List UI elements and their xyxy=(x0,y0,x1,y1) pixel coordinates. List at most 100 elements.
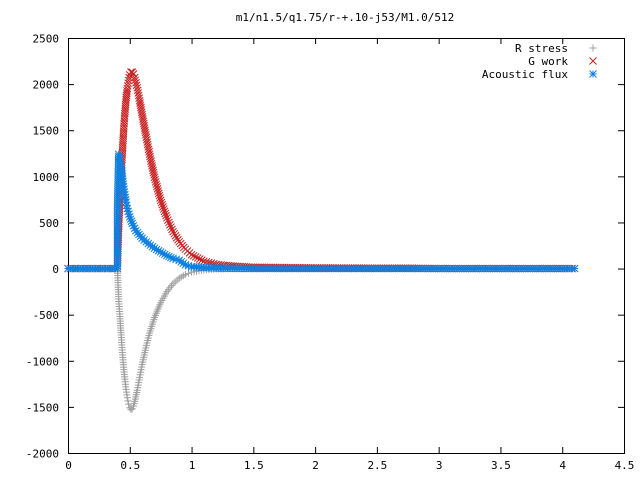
data-point xyxy=(166,220,174,229)
legend-label: R stress xyxy=(515,42,568,55)
data-point xyxy=(122,198,130,207)
x-tick-label: 3 xyxy=(436,459,443,472)
chart-title: m1/n1.5/q1.75/r-+.10-j53/M1.0/512 xyxy=(236,11,455,24)
series-r-stress xyxy=(64,265,579,414)
data-point xyxy=(171,231,180,240)
data-point xyxy=(152,245,161,254)
data-point xyxy=(149,168,158,177)
data-point xyxy=(143,140,152,149)
data-point xyxy=(147,157,155,165)
data-point xyxy=(149,166,157,175)
data-point xyxy=(148,164,157,172)
data-point xyxy=(161,209,170,218)
data-point xyxy=(147,159,156,168)
data-point xyxy=(167,223,175,231)
y-tick-label: 1000 xyxy=(33,171,60,184)
data-point xyxy=(127,406,135,414)
data-point xyxy=(131,76,140,85)
data-point xyxy=(146,154,155,163)
data-point xyxy=(153,184,162,193)
data-point xyxy=(197,256,206,264)
data-point xyxy=(137,106,146,114)
data-point xyxy=(154,189,163,198)
data-point xyxy=(164,216,172,224)
data-point xyxy=(159,205,168,213)
x-tick-label: 2 xyxy=(312,459,319,472)
data-point xyxy=(169,227,177,236)
y-tick-label: -500 xyxy=(33,309,60,322)
x-tick-label: 3.5 xyxy=(491,459,511,472)
data-point xyxy=(151,178,160,186)
data-point xyxy=(145,147,153,156)
data-point xyxy=(184,269,192,277)
data-point xyxy=(570,264,579,273)
x-tick-label: 0 xyxy=(65,459,72,472)
data-point xyxy=(124,397,132,405)
data-point xyxy=(195,255,204,263)
data-point xyxy=(156,196,165,205)
data-point xyxy=(136,101,145,110)
x-tick-label: 4.5 xyxy=(615,459,635,472)
data-point xyxy=(142,133,151,142)
data-point xyxy=(159,203,167,211)
data-point xyxy=(181,271,189,279)
data-point xyxy=(137,108,146,117)
data-point xyxy=(132,78,140,87)
data-point xyxy=(150,173,159,182)
data-point xyxy=(155,191,164,200)
data-point xyxy=(174,235,182,244)
data-point xyxy=(143,138,152,146)
x-tick-label: 0.5 xyxy=(120,459,140,472)
legend-marker xyxy=(589,44,597,52)
data-point xyxy=(144,145,153,154)
data-point xyxy=(170,229,179,238)
data-point xyxy=(123,394,131,402)
data-point xyxy=(162,213,171,222)
x-tick-label: 4 xyxy=(559,459,566,472)
data-point xyxy=(145,150,154,159)
data-point xyxy=(189,251,198,260)
data-point xyxy=(142,135,151,144)
y-tick-label: 2000 xyxy=(33,79,60,92)
data-point xyxy=(193,254,202,262)
series-g-work xyxy=(64,68,579,273)
y-tick-label: -1500 xyxy=(26,401,59,414)
y-tick-label: -2000 xyxy=(26,448,59,461)
data-point xyxy=(154,187,163,195)
y-tick-label: 500 xyxy=(39,217,59,230)
data-point xyxy=(151,175,159,184)
data-point xyxy=(187,250,196,259)
data-point xyxy=(144,143,153,151)
data-point xyxy=(141,128,150,137)
y-tick-label: 1500 xyxy=(33,125,60,138)
data-point xyxy=(148,161,156,170)
y-tick-label: 0 xyxy=(52,263,59,276)
legend-label: Acoustic flux xyxy=(482,68,568,81)
plot-frame xyxy=(68,38,625,454)
data-point xyxy=(160,207,169,216)
data-point xyxy=(165,218,173,227)
data-point xyxy=(141,130,150,139)
x-tick-label: 1.5 xyxy=(244,459,264,472)
axes: 0 0.5 1 1.5 2 2.5 3 3.5 4 4.5 2500 2000 1500 1000 500 0… xyxy=(26,33,635,473)
data-point xyxy=(153,182,161,191)
data-point xyxy=(146,152,154,161)
data-point xyxy=(137,103,145,112)
data-point xyxy=(152,180,161,189)
data-point xyxy=(135,96,144,105)
data-point xyxy=(150,171,158,179)
y-tick-label: -1000 xyxy=(26,355,59,368)
data-point xyxy=(157,198,166,207)
legend-marker xyxy=(589,57,597,65)
data-point xyxy=(191,253,200,261)
data-point xyxy=(168,225,176,234)
data-point xyxy=(156,194,164,202)
x-tick-label: 2.5 xyxy=(367,459,387,472)
data-marks xyxy=(64,68,579,414)
y-tick-label: 2500 xyxy=(33,33,60,46)
legend-label: G work xyxy=(528,55,568,68)
data-point xyxy=(130,73,139,82)
legend-marker xyxy=(589,70,597,78)
data-point xyxy=(158,200,167,209)
